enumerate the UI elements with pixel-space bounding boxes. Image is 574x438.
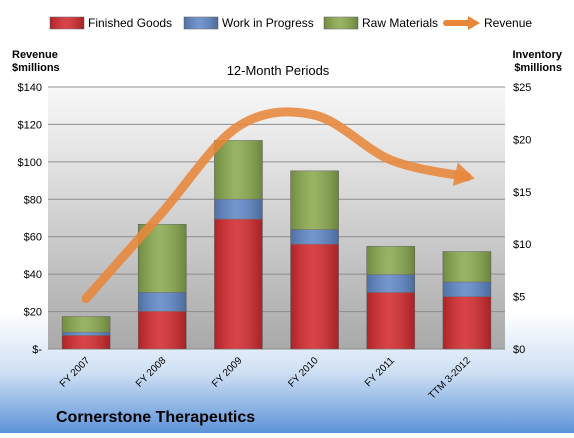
right-tick-label: $10 [513,239,531,251]
left-tick-label: $20 [24,307,42,319]
left-tick-label: $60 [24,232,42,244]
legend-label: Finished Goods [88,16,172,30]
bar-segment-shading [290,244,339,349]
bar-segment-shading [366,246,415,275]
revenue-series [81,107,475,303]
bar-segment-shading [138,292,187,312]
legend-label: Raw Materials [362,16,438,30]
bar-segment-shading [442,296,491,349]
chart-title: 12-Month Periods [227,63,330,78]
legend-label: Revenue [484,16,532,30]
revenue-arrowhead [452,162,475,186]
bar-segment-shading [290,229,339,245]
right-tick-label: $15 [513,187,531,199]
right-tick-label: $5 [513,292,525,304]
right-axis-label-line2: $millions [514,62,562,74]
left-axis-label-line1: Revenue [12,49,58,61]
right-tick-label: $20 [513,134,531,146]
right-tick-label: $0 [513,344,525,356]
bar-segment-shading [62,332,111,336]
left-tick-label: $40 [24,269,42,281]
gridlines [48,86,505,350]
left-tick-label: $- [32,344,42,356]
bar-segment-shading [214,140,263,200]
bar-segment-shading [290,170,339,230]
revenue-line [81,107,472,303]
left-tick-label: $120 [18,119,42,131]
legend-swatch-shading [184,17,218,29]
bar-segment-shading [214,199,263,220]
bar-segment-shading [442,251,491,282]
left-tick-label: $80 [24,194,42,206]
legend-label: Work in Progress [222,16,314,30]
right-tick-label: $25 [513,82,531,94]
legend-swatch-shading [324,17,358,29]
left-tick-label: $140 [18,82,42,94]
bar-segment-shading [62,316,111,333]
bar-segment-shading [214,219,263,349]
bar-segment-shading [62,335,111,349]
bar-segment-shading [442,281,491,297]
company-name: Cornerstone Therapeutics [56,409,255,426]
right-axis-label-line1: Inventory [512,49,562,61]
bar-segment-shading [366,292,415,349]
left-axis-label-line2: $millions [12,62,60,74]
legend-swatch-shading [50,17,84,29]
bar-segment-shading [366,274,415,293]
bar-segment-shading [138,311,187,349]
legend: Finished Goods Work in Progress Raw Materi… [49,16,532,30]
left-tick-label: $100 [18,157,42,169]
legend-arrow-revenue [468,16,480,30]
plot-area [48,87,505,349]
